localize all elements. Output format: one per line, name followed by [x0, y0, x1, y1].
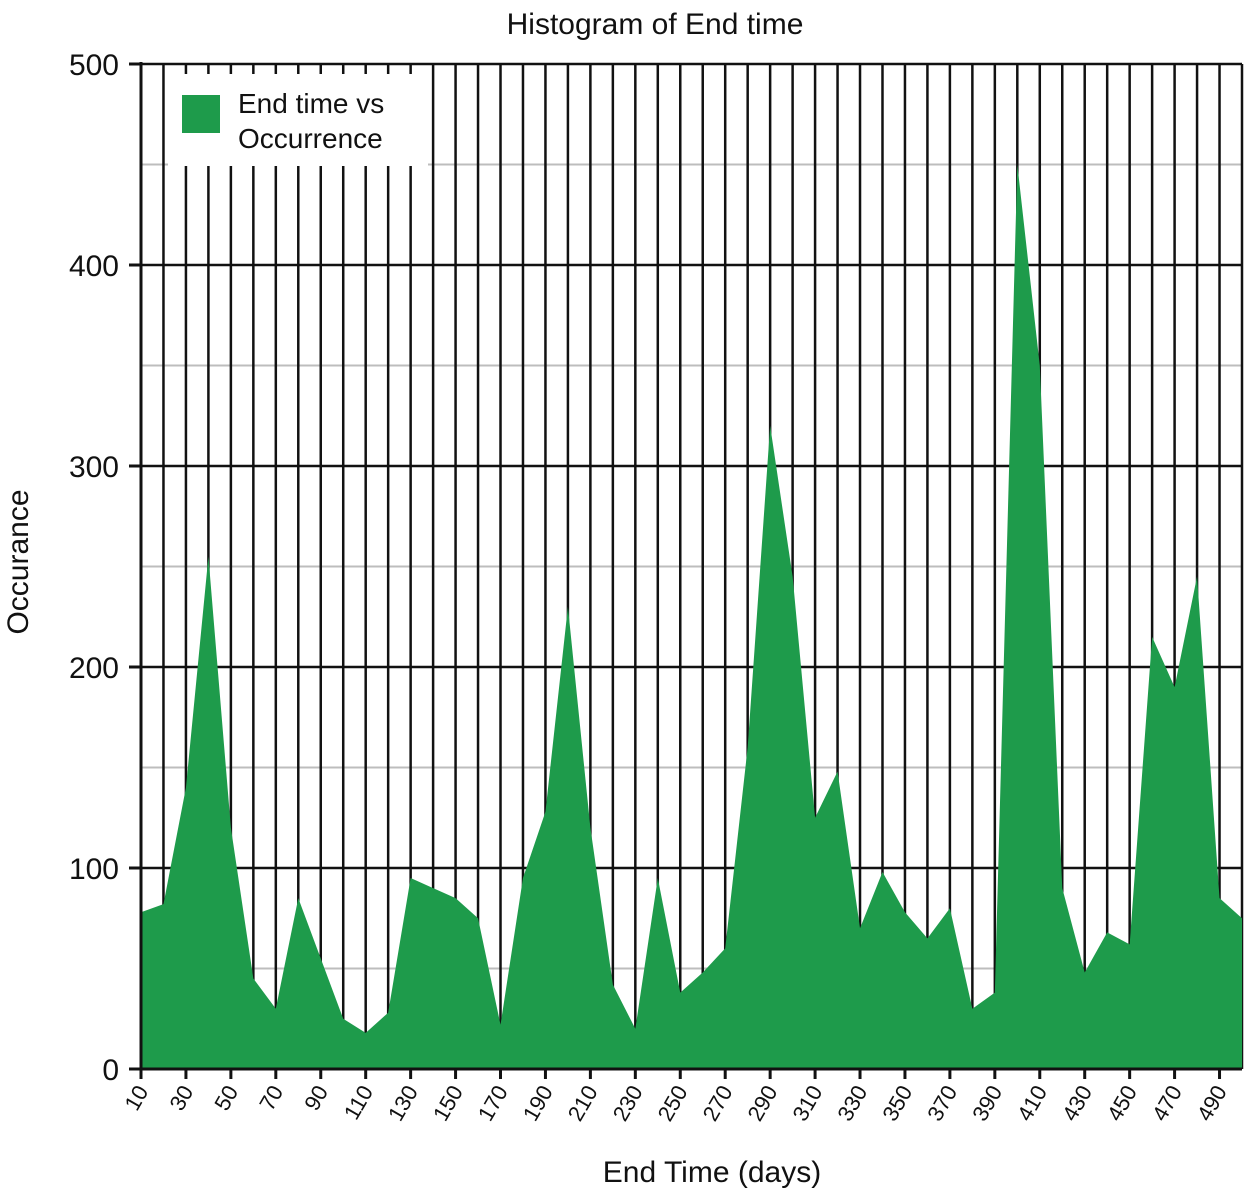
- x-tick-label: 170: [473, 1081, 513, 1125]
- x-tick-label: 490: [1192, 1081, 1232, 1125]
- axes: [129, 62, 1242, 1079]
- y-tick-label: 200: [69, 652, 119, 685]
- x-tick-label: 330: [832, 1081, 872, 1125]
- x-tick-label: 90: [299, 1081, 333, 1115]
- chart-title: Histogram of End time: [507, 8, 804, 41]
- x-tick-label: 270: [698, 1081, 738, 1125]
- y-tick-labels: 0 100 200 300 400 500: [69, 49, 119, 1087]
- y-axis-label: Occurance: [2, 489, 35, 634]
- x-tick-label: 350: [877, 1081, 917, 1125]
- x-tick-label: 250: [653, 1081, 693, 1125]
- x-tick-label: 10: [119, 1081, 153, 1115]
- x-tick-label: 410: [1012, 1081, 1052, 1125]
- y-tick-label: 100: [69, 853, 119, 886]
- x-tick-label: 70: [254, 1081, 288, 1115]
- area-fill: [141, 164, 1242, 1069]
- legend: End time vs Occurrence: [168, 74, 428, 166]
- x-tick-label: 210: [563, 1081, 603, 1125]
- grid-lines: [139, 62, 1244, 1071]
- legend-swatch: [182, 95, 220, 133]
- x-tick-label: 190: [518, 1081, 558, 1125]
- x-axis-label: End Time (days): [603, 1156, 821, 1189]
- x-tick-label: 370: [922, 1081, 962, 1125]
- legend-label-line2: Occurrence: [238, 123, 383, 154]
- legend-label-line1: End time vs: [238, 88, 384, 119]
- x-tick-label: 50: [209, 1081, 243, 1115]
- x-tick-label: 310: [787, 1081, 827, 1125]
- x-tick-label: 470: [1147, 1081, 1187, 1125]
- x-tick-label: 290: [742, 1081, 782, 1125]
- y-tick-label: 400: [69, 250, 119, 283]
- y-tick-label: 300: [69, 451, 119, 484]
- x-tick-label: 110: [339, 1081, 378, 1124]
- x-tick-label: 390: [967, 1081, 1007, 1125]
- x-tick-label: 430: [1057, 1081, 1097, 1125]
- area-series: [141, 164, 1242, 1069]
- y-tick-label: 0: [102, 1054, 119, 1087]
- x-tick-label: 450: [1102, 1081, 1142, 1125]
- x-tick-labels: 10 30 50 70 90 110 130 150 170 190 210 230 250 270 290…: [119, 1081, 1231, 1125]
- y-tick-label: 500: [69, 49, 119, 82]
- x-tick-label: 130: [383, 1081, 423, 1125]
- x-tick-label: 230: [608, 1081, 648, 1125]
- x-tick-label: 30: [164, 1081, 198, 1115]
- x-tick-label: 150: [428, 1081, 468, 1125]
